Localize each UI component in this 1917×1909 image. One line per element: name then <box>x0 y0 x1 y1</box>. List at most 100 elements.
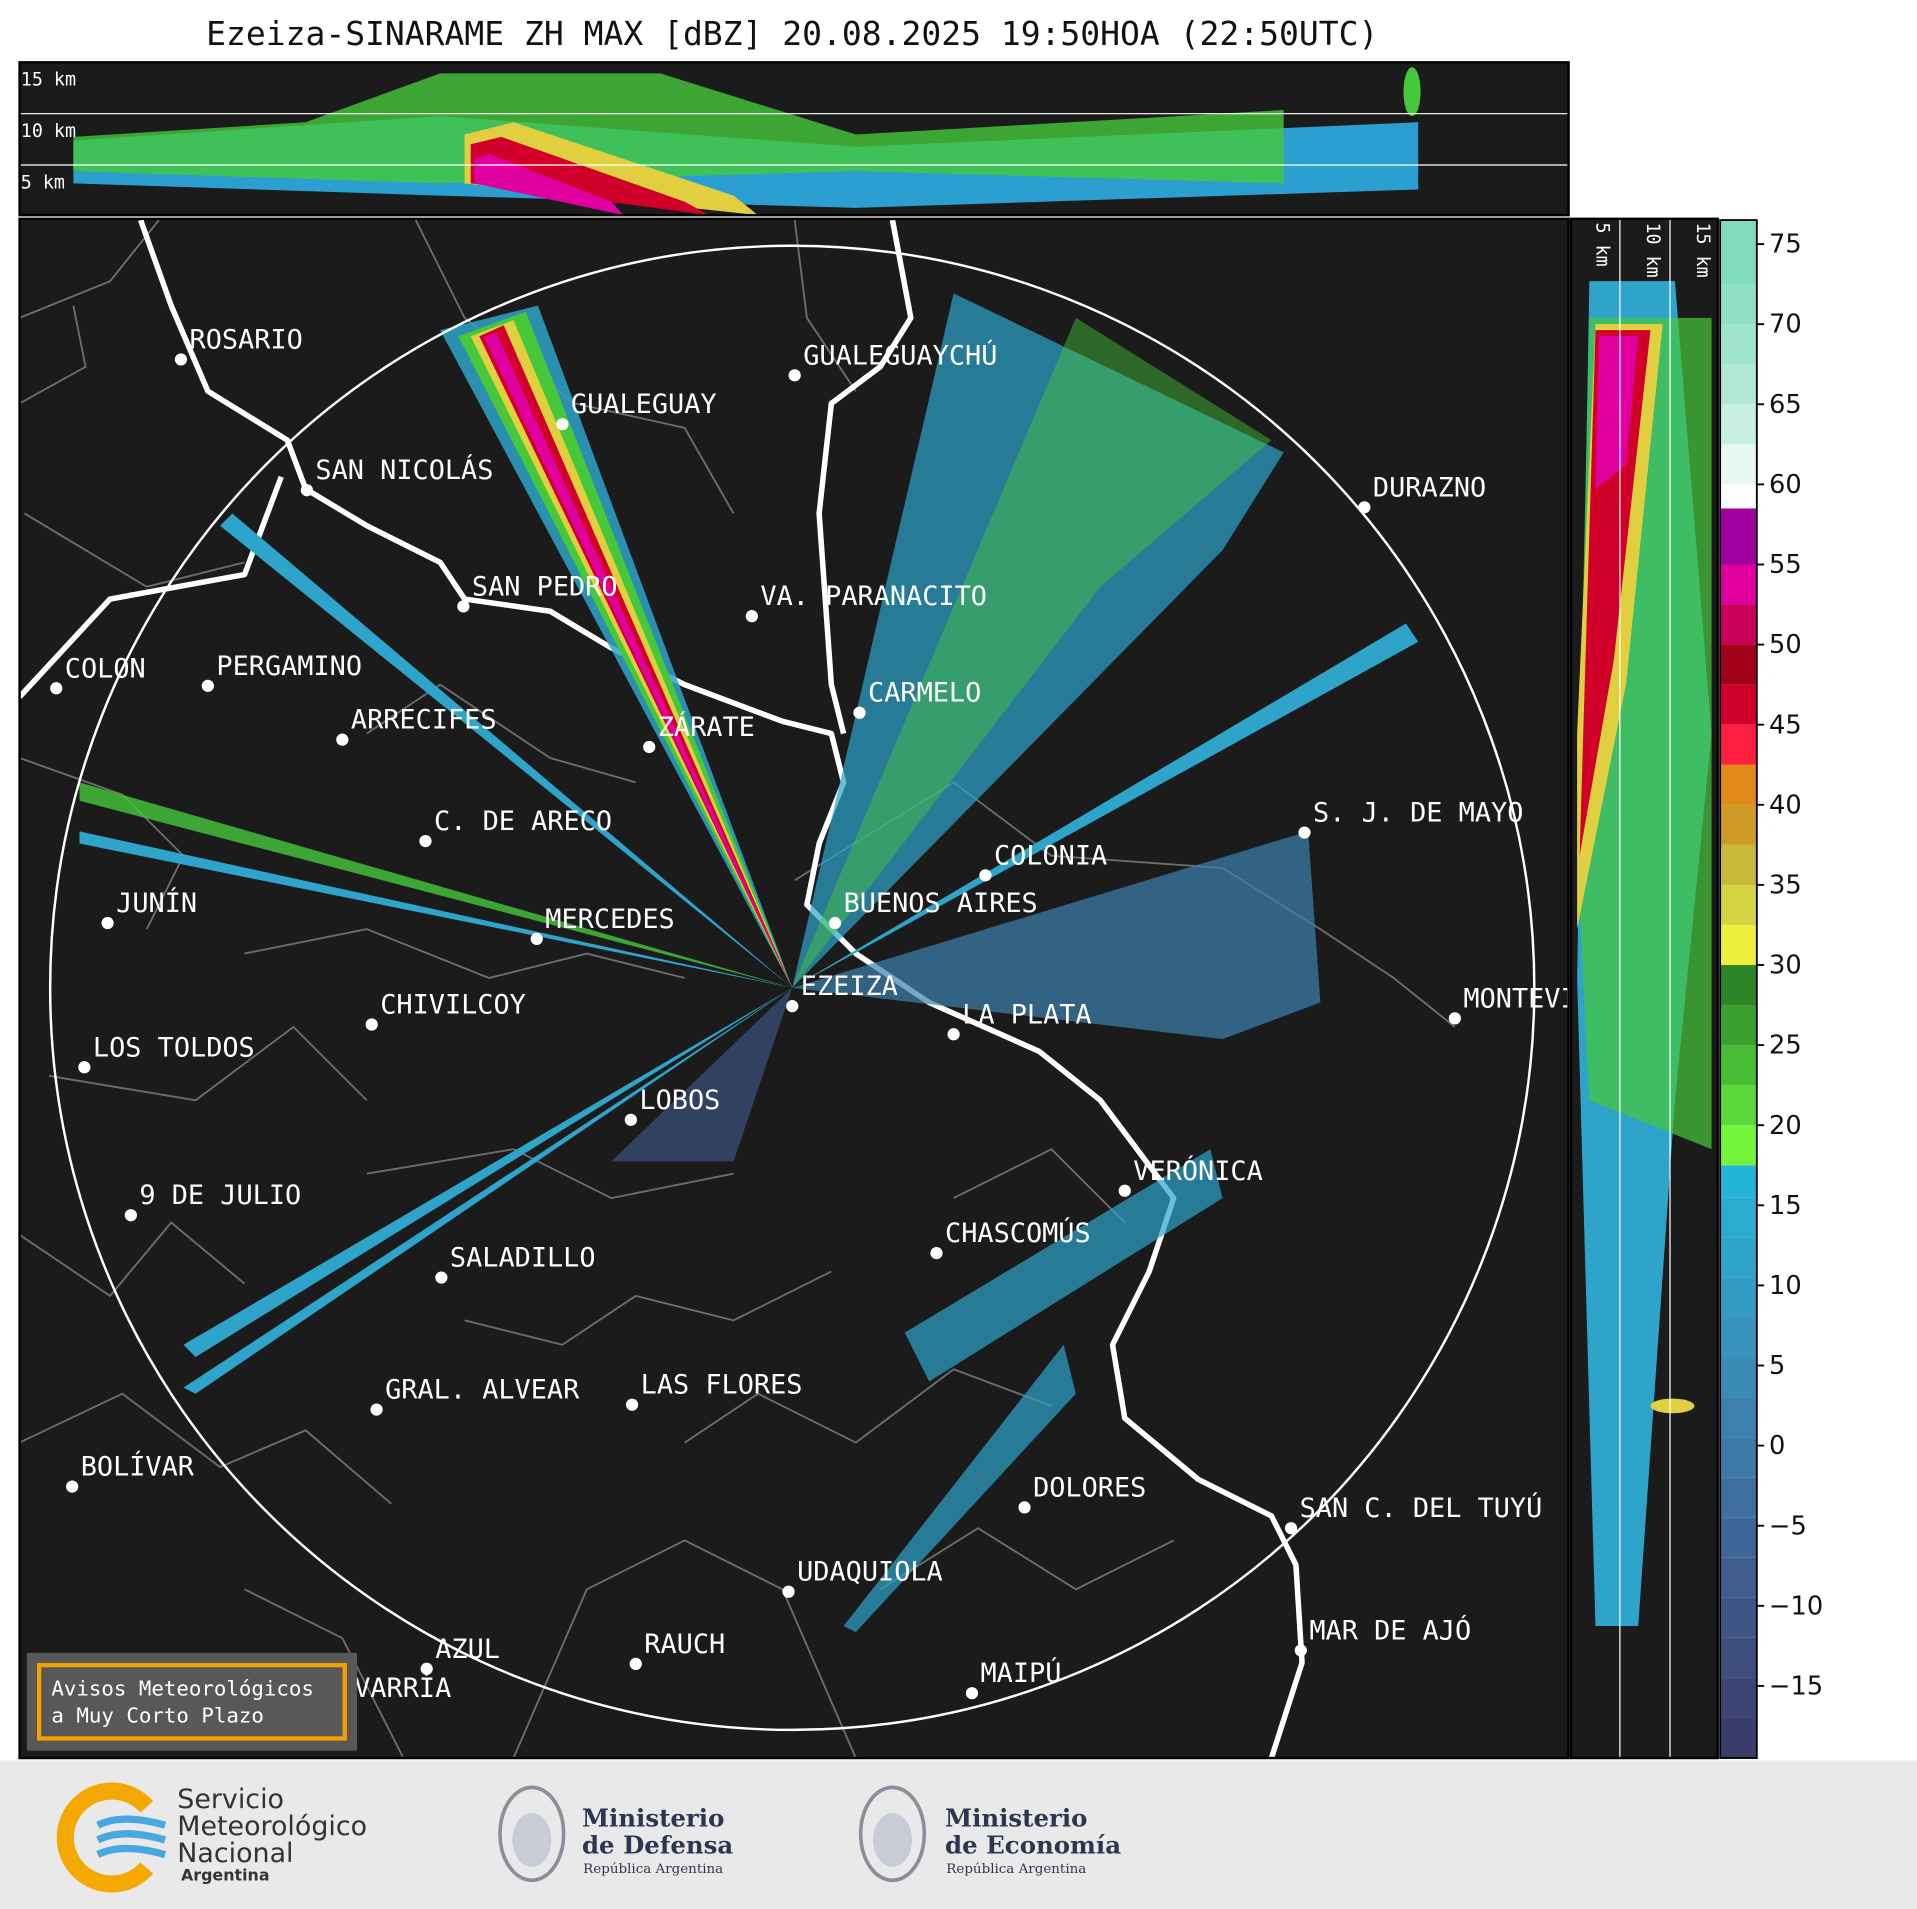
city-label: LOBOS <box>639 1085 720 1116</box>
colorbar-bin <box>1720 1717 1757 1759</box>
city-label: MERCEDES <box>545 904 674 935</box>
colorbar-tick-label: 35 <box>1769 870 1802 900</box>
city-marker <box>625 1398 639 1411</box>
city-label: GUALEGUAYCHÚ <box>803 339 997 371</box>
city-marker <box>1284 1522 1298 1535</box>
colorbar-bin <box>1720 764 1757 805</box>
echo <box>458 311 793 988</box>
city-label: C. DE ARECO <box>434 806 612 837</box>
colorbar-bin <box>1720 1317 1757 1358</box>
colorbar-tick-label: −5 <box>1769 1511 1807 1541</box>
city-marker <box>1294 1644 1307 1657</box>
boundaries <box>19 219 1456 1759</box>
logo-smn: Servicio Meteorológico Nacional Argentin… <box>56 1782 367 1893</box>
city-marker <box>174 353 188 366</box>
colorbar-tick-label: 70 <box>1769 310 1802 340</box>
colorbar-bin <box>1720 844 1757 885</box>
logo-text: Ministerio <box>945 1803 1087 1832</box>
colorbar-tick-label: 0 <box>1769 1431 1785 1461</box>
range-ring <box>48 244 1536 1732</box>
colorbar-bin <box>1720 1165 1757 1198</box>
city-label: S. J. DE MAYO <box>1313 798 1523 829</box>
echo <box>792 317 1272 988</box>
colorbar-bin <box>1720 1045 1757 1086</box>
colorbar-bin <box>1720 1397 1757 1438</box>
altitude-label: 10 km <box>21 121 76 142</box>
colorbar-tick-label: 55 <box>1769 550 1802 580</box>
title: Ezeiza-SINARAME ZH MAX [dBZ] 20.08.2025 … <box>206 14 1378 53</box>
notice-text: a Muy Corto Plazo <box>51 1704 264 1728</box>
city-marker <box>947 1028 960 1041</box>
city-marker <box>828 916 842 930</box>
colorbar-bin <box>1720 924 1757 966</box>
city-marker <box>782 1585 795 1598</box>
echo <box>792 293 1284 988</box>
city-marker <box>300 484 313 497</box>
altitude-label: 5 km <box>1592 223 1613 267</box>
echo <box>484 332 793 988</box>
colorbar-tick-label: 60 <box>1769 470 1802 500</box>
city-marker <box>629 1657 642 1670</box>
city-label: EZEIZA <box>801 971 898 1002</box>
city-marker <box>788 369 801 382</box>
city-label: ROSARIO <box>190 324 303 355</box>
colorbar-bin <box>1720 404 1757 445</box>
city-marker <box>370 1403 383 1416</box>
city-marker <box>1448 1012 1461 1025</box>
colorbar-bin <box>1720 444 1757 485</box>
colorbar-tick-label: 30 <box>1769 951 1802 981</box>
echo <box>464 122 759 216</box>
logo-text: Ministerio <box>582 1803 724 1832</box>
city-label: SALADILLO <box>450 1243 596 1274</box>
logo-text: Argentina <box>181 1865 270 1884</box>
city-marker <box>786 1000 799 1013</box>
city-marker <box>201 679 214 692</box>
colorbar-tick-label: 75 <box>1769 230 1802 260</box>
city-marker <box>336 733 349 746</box>
notice-border <box>37 1662 347 1741</box>
colorbar-tick-label: 5 <box>1769 1351 1785 1381</box>
city-marker <box>101 916 114 930</box>
altitude-label: 15 km <box>21 70 76 91</box>
city-marker <box>419 834 432 848</box>
city-marker <box>66 1480 79 1493</box>
colorbar-bin <box>1720 1125 1757 1166</box>
city-marker <box>1018 1501 1031 1514</box>
city-marker <box>1298 826 1311 839</box>
city-label: VERÓNICA <box>1133 1155 1262 1187</box>
echo <box>73 73 1284 184</box>
logo-defensa: Ministerio de Defensa República Argentin… <box>498 1785 733 1883</box>
colorbar-tick-label: 40 <box>1769 790 1802 820</box>
rivers-coast <box>19 219 1305 1759</box>
logo-icon <box>872 1813 913 1867</box>
colorbar-tick-label: 25 <box>1769 1031 1802 1061</box>
city-marker <box>965 1687 979 1700</box>
colorbar-bin <box>1720 1437 1757 1478</box>
city-label: MONTEVIDEO <box>1463 983 1625 1014</box>
logo-icon <box>498 1785 566 1883</box>
colorbar-bin <box>1720 1677 1757 1718</box>
radar-echoes <box>79 293 1419 1633</box>
colorbar-bin <box>1720 1477 1757 1518</box>
colorbar-bin <box>1720 1357 1757 1398</box>
city-marker <box>1118 1184 1131 1197</box>
colorbar-bin <box>1720 965 1757 1006</box>
city-marker <box>124 1209 137 1222</box>
logo-text: Servicio <box>177 1784 284 1815</box>
city-label: 9 DE JULIO <box>139 1180 301 1211</box>
footer-background <box>0 1760 1917 1909</box>
logo-text: Meteorológico <box>177 1811 367 1842</box>
logo-icon <box>512 1813 552 1867</box>
city-label: SAN C. DEL TUYÚ <box>1300 1492 1543 1524</box>
city-marker <box>853 706 866 719</box>
echo <box>792 831 1321 1040</box>
city-label: SAN PEDRO <box>472 571 618 602</box>
city-marker <box>50 682 63 695</box>
map-panel: ROSARIO GUALEGUAYCHÚ GUALEGUAY SAN NICOLÁS D… <box>19 218 1625 1759</box>
altitude-label: 5 km <box>21 172 65 193</box>
city-layer: ROSARIO GUALEGUAYCHÚ GUALEGUAY SAN NICOLÁS D… <box>50 324 1625 1715</box>
top-panel: 15 km 10 km 5 km <box>19 62 1569 216</box>
map-frame <box>18 217 1570 1760</box>
